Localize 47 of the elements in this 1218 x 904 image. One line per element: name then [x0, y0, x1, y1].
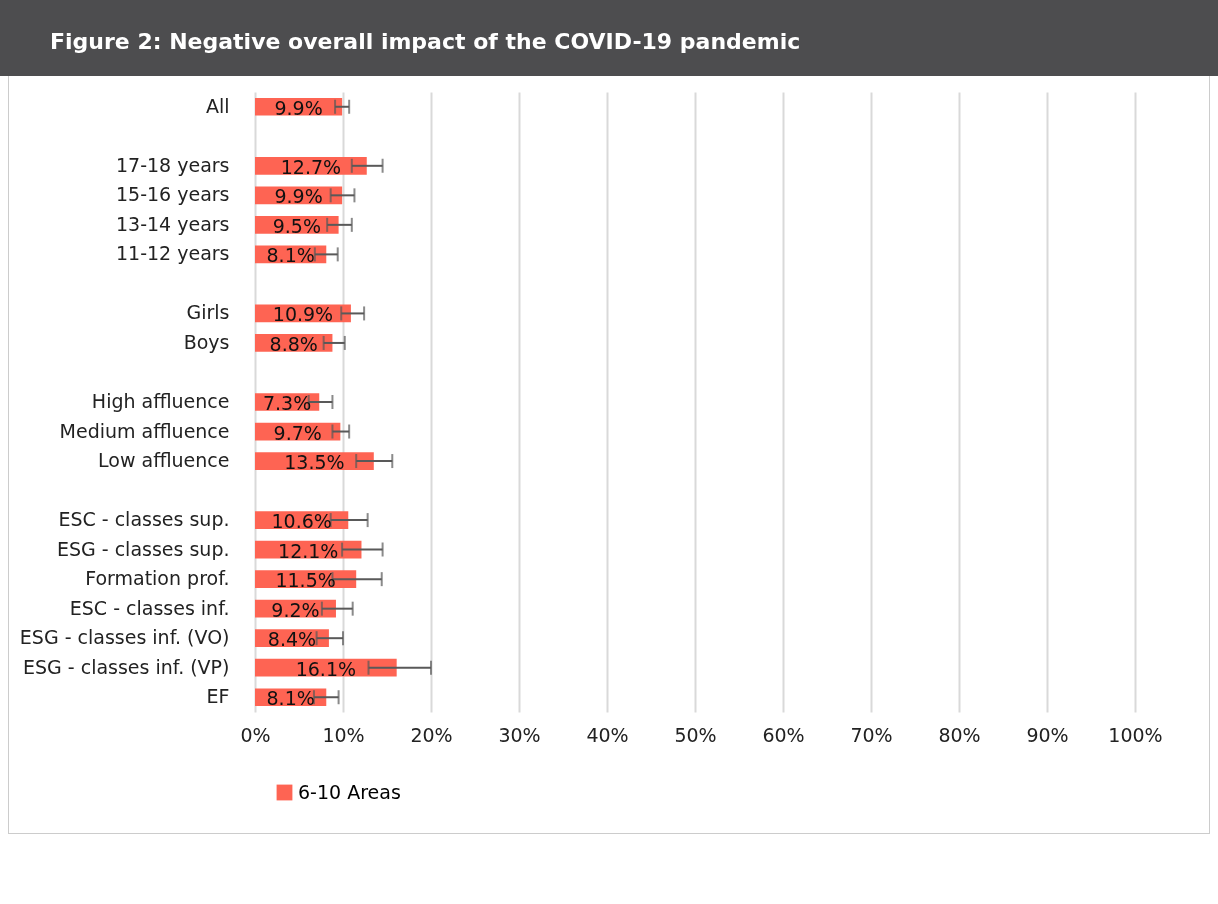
y-tick-label: ESG - classes inf. (VP): [22, 655, 230, 678]
y-tick-label: ESC - classes sup.: [58, 508, 230, 531]
data-label: 12.7%: [280, 155, 342, 178]
x-tick-label: 0%: [240, 723, 271, 746]
data-label: 9.9%: [274, 185, 323, 208]
y-tick-label: ESC - classes inf.: [69, 596, 230, 619]
x-tick-label: 50%: [674, 723, 717, 746]
y-tick-label: ESG - classes sup.: [56, 537, 230, 560]
data-label: 10.6%: [271, 510, 332, 533]
legend-label: 6-10 Areas: [298, 780, 401, 803]
y-tick-label: 15-16 years: [115, 183, 230, 206]
x-tick-label: 100%: [1108, 723, 1163, 746]
data-label: 8.1%: [266, 687, 315, 710]
y-tick-label: Low affluence: [98, 449, 230, 472]
data-label: 7.3%: [262, 392, 312, 414]
data-label: 9.2%: [271, 598, 320, 621]
x-tick-label: 70%: [850, 723, 893, 746]
x-tick-label: 20%: [410, 723, 453, 746]
y-tick-label: Medium affluence: [59, 419, 230, 442]
y-tick-label: Formation prof.: [85, 567, 230, 590]
x-tick-label: 60%: [762, 723, 805, 746]
x-tick-label: 40%: [586, 723, 629, 746]
data-label: 8.1%: [266, 244, 315, 267]
y-tick-label: Boys: [183, 330, 230, 353]
y-tick-label: 17-18 years: [115, 153, 230, 176]
data-label: 9.9%: [274, 96, 323, 119]
x-tick-label: 80%: [938, 723, 981, 746]
data-label: 9.5%: [272, 214, 321, 237]
chart-title: Figure 2: Negative overall impact of the COVID-19 pandemic: [0, 0, 1218, 76]
y-tick-label: Girls: [186, 301, 230, 324]
data-label: 16.1%: [295, 657, 357, 680]
y-tick-label: High affluence: [91, 390, 230, 412]
y-tick-label: All: [205, 94, 230, 117]
data-label: 13.5%: [284, 451, 345, 474]
x-tick-label: 30%: [498, 723, 541, 746]
y-tick-label: 13-14 years: [115, 212, 230, 235]
data-label: 11.5%: [275, 569, 336, 592]
x-tick-label: 10%: [322, 723, 365, 746]
data-label: 8.4%: [267, 628, 317, 651]
y-tick-label: 11-12 years: [115, 242, 230, 265]
y-tick-label: ESG - classes inf. (VO): [19, 626, 230, 649]
x-tick-label: 90%: [1026, 723, 1069, 746]
data-label: 12.1%: [278, 539, 339, 562]
data-label: 9.7%: [273, 421, 322, 444]
data-label: 8.8%: [269, 332, 318, 355]
data-label: 10.9%: [272, 303, 334, 326]
y-tick-label: EF: [206, 685, 230, 708]
